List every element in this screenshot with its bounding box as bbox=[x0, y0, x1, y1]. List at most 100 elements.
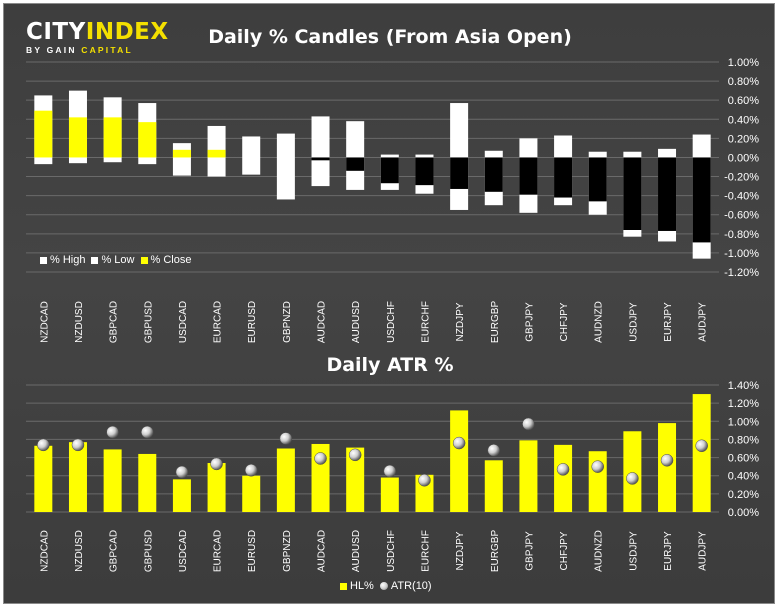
candles-x-tick: CHFJPY bbox=[559, 302, 570, 341]
atr-marker bbox=[210, 457, 223, 471]
candles-x-tick: NZDCAD bbox=[39, 301, 50, 343]
candles-bars bbox=[34, 90, 711, 259]
atr-bars bbox=[34, 394, 711, 512]
legend-swatch-close bbox=[140, 256, 148, 264]
hl-bar bbox=[380, 477, 399, 512]
hl-bar bbox=[207, 463, 226, 512]
logo-capital-text: CAPITAL bbox=[76, 45, 133, 55]
atr-marker bbox=[383, 464, 397, 478]
high-low-bar bbox=[276, 133, 295, 200]
legend-label-close: % Close bbox=[150, 254, 192, 266]
atr-x-tick: AUDNZD bbox=[594, 530, 605, 572]
atr-legend: HL% ATR(10) bbox=[340, 580, 432, 592]
atr-x-tick: USDJPY bbox=[628, 531, 639, 571]
high-low-bar bbox=[172, 143, 191, 176]
legend-item-close: % Close bbox=[140, 254, 192, 266]
atr-x-tick: USDCAD bbox=[178, 530, 189, 572]
atr-x-tick: AUDJPY bbox=[698, 531, 709, 571]
candles-gridlines bbox=[26, 61, 719, 273]
atr-marker bbox=[695, 439, 708, 453]
candles-y-tick: -1.00% bbox=[724, 248, 759, 260]
candles-x-tick: GBPUSD bbox=[143, 301, 154, 343]
candles-x-tick: AUDUSD bbox=[351, 301, 362, 343]
atr-marker bbox=[244, 464, 258, 477]
candles-x-tick: EURJPY bbox=[663, 302, 674, 342]
atr-y-tick-labels: 1.40% 1.20% 1.00% 0.80% 0.60% 0.40% 0.20% 0.00% bbox=[728, 380, 759, 519]
close-bar bbox=[450, 157, 469, 189]
atr-y-tick: 1.20% bbox=[728, 398, 759, 410]
atr-marker bbox=[141, 425, 154, 439]
candles-legend: % High % Low % Close bbox=[40, 254, 191, 266]
candles-x-tick: NZDJPY bbox=[455, 302, 466, 341]
atr-x-tick: EURGBP bbox=[490, 530, 501, 573]
candles-x-tick: GBPNZD bbox=[282, 301, 293, 343]
atr-marker bbox=[522, 417, 535, 431]
atr-x-tick: GBPJPY bbox=[524, 531, 535, 571]
candles-x-tick: USDCAD bbox=[178, 301, 189, 343]
candles-x-tick: AUDCAD bbox=[317, 301, 328, 343]
hl-bar bbox=[658, 423, 677, 512]
candles-x-tick: EURCHF bbox=[420, 301, 431, 343]
hl-bar bbox=[692, 394, 711, 512]
hl-bar bbox=[34, 445, 53, 512]
atr-marker bbox=[348, 448, 362, 462]
city-index-logo: CITYINDEX BY GAIN CAPITAL bbox=[26, 19, 169, 60]
atr-gridlines bbox=[26, 384, 719, 513]
close-bar bbox=[311, 157, 330, 161]
candles-y-tick: 0.60% bbox=[728, 95, 759, 107]
candles-x-tick: EURGBP bbox=[490, 301, 501, 344]
hl-bar bbox=[554, 444, 573, 512]
candles-chart-title: Daily % Candles (From Asia Open) bbox=[208, 26, 572, 48]
atr-x-tick: GBPCAD bbox=[109, 530, 120, 572]
high-low-bar bbox=[450, 103, 469, 210]
atr-x-tick: NZDJPY bbox=[455, 531, 466, 570]
atr-x-tick: EURJPY bbox=[663, 531, 674, 571]
atr-x-tick: USDCHF bbox=[386, 530, 397, 572]
candles-x-tick: USDCHF bbox=[386, 301, 397, 343]
atr-marker bbox=[556, 463, 570, 476]
close-bar bbox=[554, 157, 573, 198]
legend-item-low: % Low bbox=[91, 254, 135, 266]
close-bar bbox=[692, 157, 711, 243]
atr-marker bbox=[71, 438, 85, 452]
legend-label-high: % High bbox=[50, 254, 86, 266]
atr-marker bbox=[626, 472, 639, 485]
atr-y-tick: 0.80% bbox=[728, 434, 759, 446]
legend-swatch-hl bbox=[340, 582, 347, 590]
logo-index-text: INDEX bbox=[85, 19, 169, 45]
close-bar bbox=[380, 157, 399, 184]
close-bar bbox=[103, 117, 122, 158]
atr-marker bbox=[591, 460, 604, 473]
candles-x-tick: EURUSD bbox=[247, 301, 258, 343]
close-bar bbox=[658, 157, 677, 231]
candles-y-tick-labels: 1.00% 0.80% 0.60% 0.40% 0.20% 0.00% -0.20% -0.4… bbox=[724, 57, 759, 279]
candles-x-tick: USDJPY bbox=[628, 302, 639, 342]
atr-marker bbox=[487, 444, 501, 457]
close-bar bbox=[519, 157, 538, 195]
hl-bar bbox=[138, 453, 157, 512]
logo-city-text: CITY bbox=[26, 19, 86, 45]
candles-y-tick: -1.20% bbox=[724, 267, 759, 279]
close-bar bbox=[484, 157, 503, 192]
legend-item-atr: ATR(10) bbox=[379, 580, 432, 592]
atr-y-tick: 0.40% bbox=[728, 471, 759, 483]
legend-swatch-high bbox=[40, 256, 47, 264]
close-bar bbox=[172, 149, 191, 158]
candles-x-tick-labels: NZDCAD NZDUSD GBPCAD GBPUSD USDCAD EURCAD EURU… bbox=[39, 301, 708, 344]
hl-bar bbox=[103, 449, 122, 512]
legend-item-hl: HL% bbox=[340, 580, 374, 592]
charts-canvas: 1.00% 0.80% 0.60% 0.40% 0.20% 0.00% -0.20% -0.4… bbox=[26, 57, 759, 573]
close-bar bbox=[68, 117, 87, 158]
atr-marker bbox=[314, 452, 327, 465]
high-low-bar bbox=[346, 121, 365, 190]
hl-bar bbox=[484, 460, 503, 512]
high-low-bar bbox=[242, 136, 261, 175]
atr-marker bbox=[418, 474, 431, 487]
candles-y-tick: -0.80% bbox=[724, 229, 759, 241]
hl-bar bbox=[519, 440, 538, 512]
hl-bar bbox=[172, 479, 191, 512]
close-bar bbox=[346, 157, 365, 171]
legend-label-atr: ATR(10) bbox=[390, 580, 432, 592]
atr-y-tick: 0.60% bbox=[728, 453, 759, 465]
logo-gain-text: GAIN bbox=[46, 45, 77, 55]
